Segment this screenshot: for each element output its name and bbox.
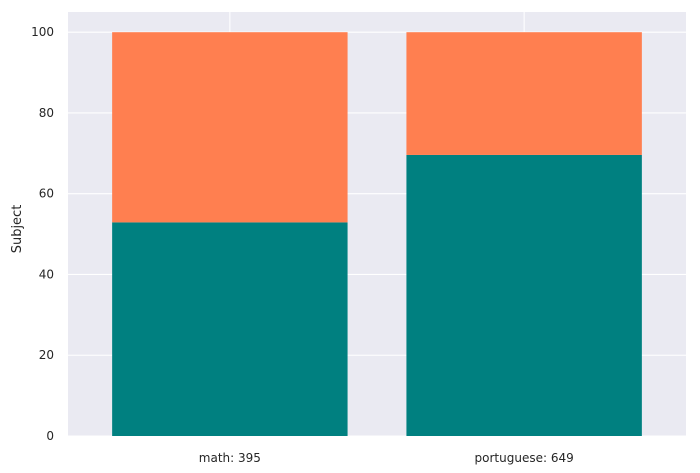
y-tick-label: 100 [31,25,54,39]
y-tick-labels: 0 20 40 60 80 100 [31,25,54,443]
bar-segment [112,32,348,223]
bar-segment [406,32,642,155]
y-tick-label: 40 [39,267,54,281]
x-tick-label: math: 395 [199,451,261,465]
bars [112,32,642,436]
bar-segment [112,222,348,436]
y-tick-label: 0 [46,429,54,443]
x-tick-labels: math: 395 portuguese: 649 [199,451,574,465]
y-tick-label: 80 [39,106,54,120]
x-tick-label: portuguese: 649 [475,451,574,465]
bar-segment [406,154,642,436]
y-axis-label: Subject [10,205,25,254]
y-tick-label: 60 [39,187,54,201]
y-tick-label: 20 [39,348,54,362]
